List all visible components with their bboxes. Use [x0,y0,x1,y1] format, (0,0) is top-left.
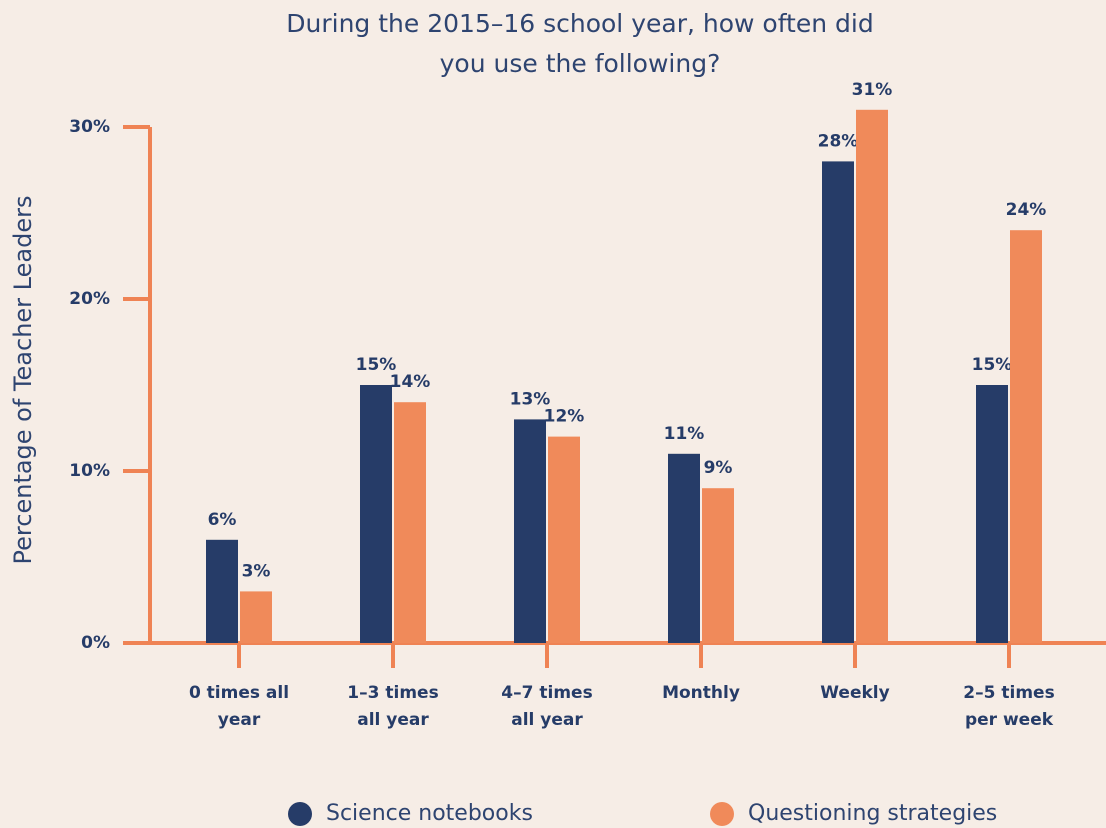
bar [976,385,1008,643]
x-tick-label: 4–7 times all year [501,683,593,730]
bar [394,402,426,643]
value-label: 11% [664,424,705,444]
y-tick-label: 20% [69,289,110,309]
bar [548,436,580,643]
bar [240,591,272,643]
bar [856,109,888,644]
legend-marker [710,802,734,826]
x-tick-label: 0 times all year [188,683,290,730]
value-label: 14% [390,372,431,392]
bar [702,488,734,643]
bar [206,539,238,643]
y-tick-label: 10% [69,461,110,481]
bar [514,419,546,643]
value-label: 9% [704,458,733,478]
value-label: 15% [356,355,397,375]
value-label: 15% [972,355,1013,375]
y-axis-label: Percentage of Teacher Leaders [9,196,37,565]
y-tick-label: 30% [69,117,110,137]
value-label: 31% [852,80,893,100]
bar [668,453,700,643]
value-label: 13% [510,389,551,409]
value-label: 3% [242,561,271,581]
x-tick-label: 2–5 times per week [963,683,1055,730]
x-tick-label: Monthly [662,683,740,703]
value-label: 24% [1006,200,1047,220]
legend-label: Questioning strategies [748,801,997,826]
bar [360,385,392,643]
y-tick-label: 0% [81,633,110,653]
bar [822,161,854,643]
x-tick-label: 1–3 times all year [347,683,439,730]
x-tick-label: Weekly [820,683,890,703]
value-label: 12% [544,407,585,427]
value-label: 6% [208,510,237,530]
legend-marker [288,802,312,826]
chart-title: During the 2015–16 school year, how ofte… [286,9,874,78]
legend-label: Science notebooks [326,801,533,826]
bar [1010,230,1042,643]
value-label: 28% [818,131,859,151]
